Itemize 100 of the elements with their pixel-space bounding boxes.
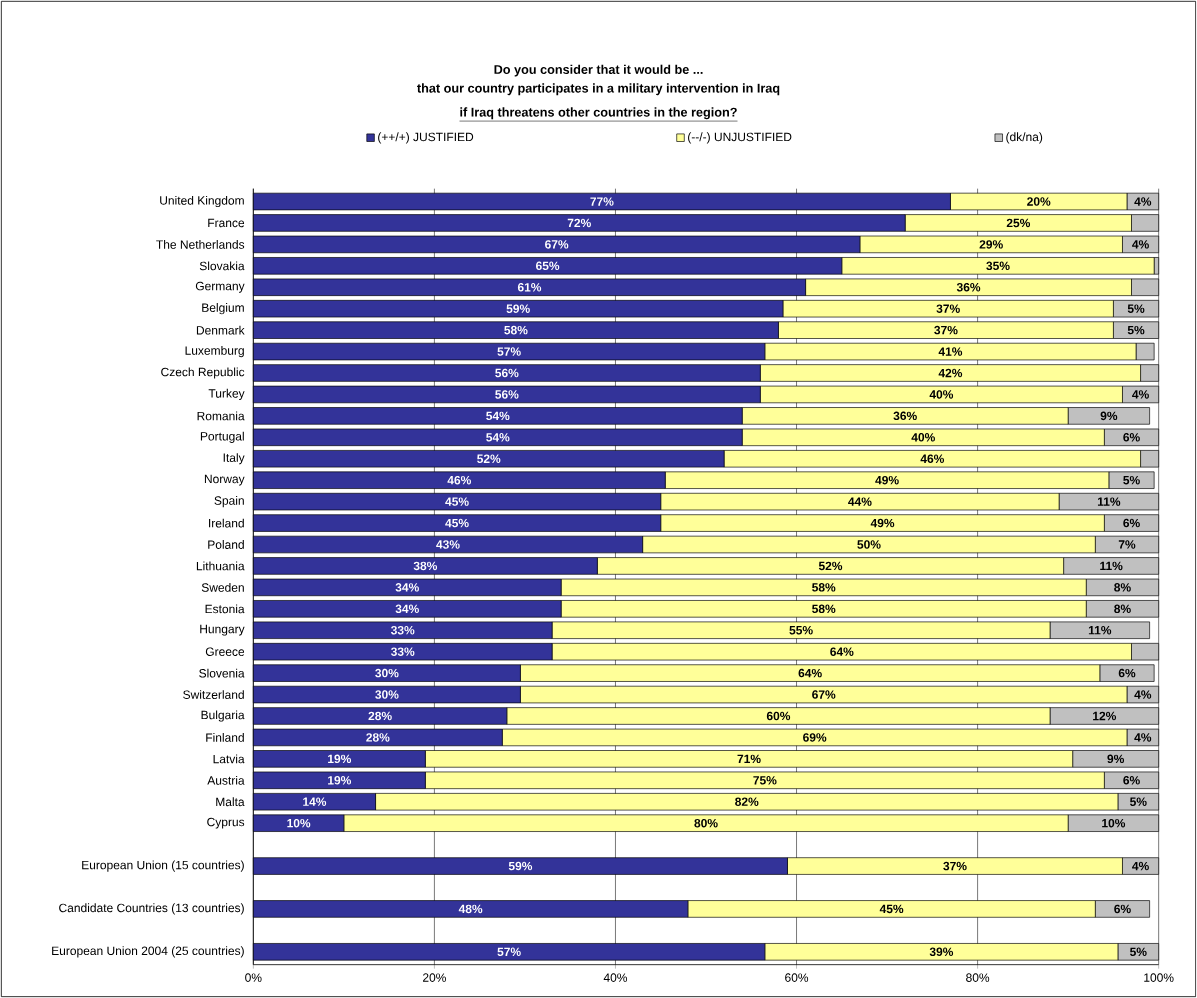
data-label: 52% (818, 561, 843, 571)
data-label: 56% (495, 390, 519, 399)
y-tick-label: Germany (195, 281, 245, 293)
data-label: 36% (956, 282, 981, 292)
y-tick-label: Switzerland (183, 690, 244, 699)
legend-label: (++/+) JUSTIFIED (378, 132, 474, 144)
data-label: 67% (812, 690, 836, 699)
data-label: 37% (936, 304, 960, 313)
y-tick-label: Sweden (201, 582, 244, 592)
data-label: 55% (789, 626, 813, 635)
y-tick-label: United Kingdom (160, 195, 244, 208)
y-tick-label: Hungary (200, 624, 245, 636)
data-label: 77% (590, 197, 614, 206)
data-label: 54% (486, 433, 510, 442)
data-label: 5% (1123, 475, 1140, 485)
data-label: 52% (477, 454, 501, 463)
data-label: 33% (390, 625, 415, 635)
data-label: 72% (567, 218, 591, 228)
data-label: 49% (875, 475, 899, 485)
y-tick-label: European Union 2004 (25 countries) (52, 946, 244, 958)
data-label: 57% (497, 947, 521, 957)
y-tick-label: The Netherlands (156, 239, 245, 249)
data-label: 43% (436, 540, 460, 549)
data-label: 11% (1100, 561, 1123, 571)
data-label: 11% (1097, 497, 1121, 506)
data-label: 6% (1123, 776, 1140, 785)
data-label: 19% (328, 776, 352, 785)
data-label: 44% (848, 497, 872, 506)
data-label: 25% (1006, 218, 1031, 228)
data-label: 5% (1130, 947, 1147, 957)
data-label: 19% (328, 754, 352, 764)
y-tick-label: Cyprus (207, 817, 245, 829)
data-label: 57% (497, 347, 521, 356)
y-tick-label: Bulgaria (201, 710, 245, 722)
y-tick-label: Latvia (213, 754, 245, 764)
data-label: 36% (893, 411, 917, 421)
data-label: 64% (798, 668, 822, 678)
y-tick-label: Spain (214, 496, 244, 508)
y-tick-label: Estonia (205, 604, 245, 614)
data-label: 40% (911, 433, 935, 442)
x-tick-label: 40% (603, 973, 628, 982)
y-tick-label: European Union (15 countries) (82, 860, 244, 872)
y-tick-label: Malta (216, 797, 245, 807)
y-tick-label: Portugal (200, 431, 244, 443)
y-tick-label: Norway (204, 474, 245, 486)
data-label: 58% (812, 604, 836, 614)
data-label: 67% (545, 240, 569, 249)
data-label: 14% (303, 797, 327, 806)
chart-subtitle: that our country participates in a military intervention in Iraq (417, 83, 780, 96)
y-tick-label: Candidate Countries (13 countries) (59, 903, 244, 915)
data-label: 34% (395, 583, 419, 592)
data-label: 45% (879, 904, 904, 914)
data-label: 5% (1127, 325, 1145, 335)
y-tick-label: Denmark (196, 325, 245, 335)
x-tick-label: 60% (785, 973, 809, 982)
data-label: 80% (694, 818, 718, 828)
y-tick-label: France (208, 218, 245, 228)
data-label: 4% (1134, 197, 1152, 206)
data-label: 49% (870, 518, 895, 528)
data-label: 45% (445, 518, 469, 528)
y-tick-label: Poland (208, 540, 244, 549)
data-label: 28% (366, 733, 390, 742)
data-label: 59% (506, 304, 530, 313)
data-label: 8% (1114, 583, 1131, 592)
data-label: 4% (1134, 733, 1152, 742)
data-label: 38% (413, 561, 438, 571)
y-tick-label: Finland (206, 733, 244, 742)
data-label: 28% (368, 711, 392, 721)
data-label: 69% (803, 733, 827, 742)
data-label: 33% (390, 647, 415, 656)
data-label: 10% (287, 818, 311, 828)
data-label: 50% (857, 540, 881, 549)
data-label: 45% (445, 497, 469, 506)
y-tick-label: Ireland (209, 518, 244, 528)
data-label: 4% (1134, 690, 1152, 699)
data-label: 59% (508, 861, 533, 871)
legend-label: (dk/na) (1006, 132, 1043, 144)
x-tick-label: 20% (423, 973, 446, 982)
data-label: 5% (1130, 797, 1147, 806)
y-tick-label: Belgium (202, 303, 244, 315)
data-label: 60% (766, 711, 791, 721)
data-label: 65% (536, 261, 560, 271)
data-label: 35% (986, 261, 1010, 271)
y-tick-label: Lithuania (196, 561, 245, 571)
data-label: 9% (1107, 754, 1125, 764)
data-label: 61% (517, 283, 542, 292)
chart-title: Do you consider that it would be ... (494, 64, 703, 77)
data-label: 29% (979, 240, 1003, 249)
y-tick-label: Greece (205, 647, 245, 656)
data-label: 12% (1093, 711, 1117, 721)
data-label: 46% (920, 454, 945, 463)
data-label: 6% (1123, 433, 1140, 442)
data-label: 82% (735, 797, 759, 806)
data-label: 30% (375, 668, 399, 678)
data-label: 8% (1114, 604, 1131, 614)
y-tick-label: Slovenia (199, 668, 245, 678)
data-label: 37% (934, 325, 958, 335)
data-label: 64% (830, 647, 854, 656)
data-label: 11% (1088, 626, 1112, 635)
data-label: 40% (929, 390, 954, 399)
